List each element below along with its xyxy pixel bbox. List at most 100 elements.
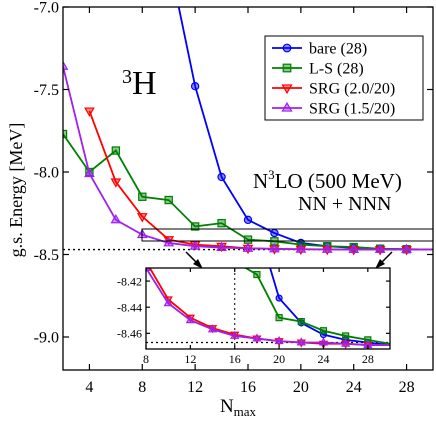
x-tick-label: 28 [399, 379, 415, 396]
inset-data-point [163, 298, 173, 307]
inset-data-point [341, 338, 351, 347]
series-line [63, 66, 433, 251]
interaction-order: 3 [268, 167, 275, 182]
data-point [321, 243, 333, 253]
data-point [243, 215, 253, 225]
inset-x-tick-label: 28 [362, 352, 374, 366]
data-point [84, 167, 95, 178]
data-point [216, 241, 227, 252]
data-point [189, 240, 201, 250]
force-label: NN + NNN [298, 193, 392, 215]
inset-series-3 [146, 268, 390, 349]
inset-data-point [319, 327, 328, 335]
x-tick-label: 4 [85, 379, 93, 396]
series-line [63, 133, 433, 251]
y-tick-label: -8.0 [34, 165, 59, 182]
data-point [374, 243, 386, 254]
nucleus-label: 3H [122, 65, 157, 102]
inset-data-point [142, 259, 149, 265]
data-point [138, 192, 147, 201]
nucleus-symbol: H [132, 65, 157, 102]
data-point [164, 195, 173, 205]
inset-x-tick-label: 12 [184, 352, 196, 366]
x-axis-title-sub: max [234, 404, 257, 419]
inset-data-point [274, 336, 284, 345]
y-tick-label: -8.5 [34, 247, 59, 264]
data-point [242, 242, 254, 252]
inset-x-tick-label: 24 [317, 352, 329, 366]
inset-data-point [275, 294, 283, 302]
data-point [63, 60, 69, 70]
data-point [217, 172, 226, 182]
x-tick-label: 12 [187, 379, 203, 396]
inset-data-point [342, 332, 350, 340]
inset-series-line [244, 268, 390, 345]
legend-item: bare (28) [272, 41, 367, 58]
data-point [295, 243, 307, 253]
inset-data-point [253, 270, 261, 279]
inset-data-point [275, 314, 283, 322]
zoom-arrow-left-head [193, 259, 203, 269]
interaction-prefix: N [253, 169, 268, 193]
legend-label: SRG (1.5/20) [309, 101, 395, 118]
data-point [348, 243, 360, 254]
x-axis-title-main: N [220, 396, 234, 417]
zoom-arrow-right-head [375, 259, 385, 269]
y-tick-label: -7.5 [34, 82, 59, 99]
inset-background [146, 268, 390, 349]
inset-data-point [207, 324, 218, 333]
y-tick-label: -7.0 [34, 0, 59, 17]
inset-x-tick-label: 20 [273, 352, 285, 366]
legend-marker [282, 63, 292, 73]
legend-item: SRG (2.0/20) [272, 81, 395, 98]
inset-data-point [252, 333, 262, 342]
zoom-region [141, 228, 434, 242]
inset-data-point [297, 317, 305, 326]
inset-y-tick-label: -8.46 [117, 327, 142, 341]
inset-data-point [185, 315, 195, 324]
x-tick-label: 20 [293, 379, 309, 396]
data-point [84, 107, 95, 117]
data-point [110, 213, 122, 224]
data-point [110, 178, 122, 188]
legend-item: L-S (28) [272, 61, 364, 78]
data-point [270, 228, 279, 238]
series-lead [177, 7, 197, 87]
inset-data-point [230, 330, 240, 339]
interaction-label: N3LO (500 MeV) [253, 167, 402, 193]
x-axis-title: Nmax [220, 396, 257, 419]
inset-y-tick-label: -8.42 [117, 274, 142, 288]
inset-data-point [232, 258, 238, 264]
legend-marker [282, 43, 292, 53]
data-point [111, 146, 121, 155]
y-tick-label: -9.0 [34, 330, 59, 347]
data-point [243, 235, 253, 244]
legend-label: bare (28) [309, 41, 367, 58]
inset-series-lead [230, 203, 234, 262]
data-point [269, 243, 280, 253]
x-tick-label: 24 [346, 379, 362, 396]
y-axis-title: g.s. Energy [MeV] [6, 123, 26, 258]
data-point [401, 243, 412, 254]
legend-marker [281, 101, 293, 112]
nucleus-mass-number: 3 [122, 66, 132, 88]
legend-label: SRG (2.0/20) [309, 81, 395, 98]
x-tick-label: 16 [240, 379, 256, 396]
inset-series-line [146, 268, 390, 346]
data-point [190, 81, 200, 91]
data-point [136, 213, 148, 223]
inset-data-point [318, 337, 329, 346]
interaction-suffix: LO (500 MeV) [275, 169, 402, 193]
inset-series-1 [230, 203, 390, 345]
legend-label: L-S (28) [309, 61, 364, 78]
legend-marker [281, 84, 293, 95]
data-point [190, 222, 200, 231]
inset-x-tick-label: 8 [143, 352, 149, 366]
legend [264, 35, 424, 121]
data-point [163, 237, 175, 247]
inset-y-tick-label: -8.44 [117, 300, 142, 314]
data-point [217, 218, 226, 228]
legend-item: SRG (1.5/20) [272, 101, 395, 118]
inset-data-point [296, 337, 306, 346]
